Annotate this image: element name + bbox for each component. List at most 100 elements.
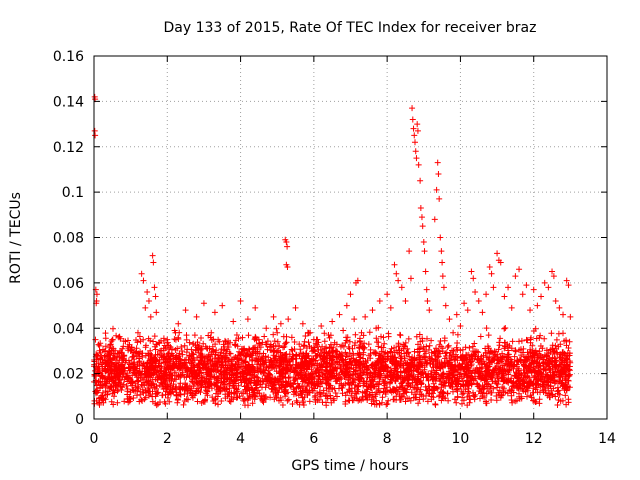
data-point (160, 357, 167, 364)
data-point (516, 266, 523, 273)
y-tick-label: 0.1 (62, 185, 84, 201)
data-point (263, 325, 270, 332)
data-point (450, 329, 457, 336)
data-point (497, 259, 504, 266)
data-point (94, 352, 101, 359)
y-tick-label: 0.02 (53, 367, 84, 383)
data-point (325, 332, 332, 339)
data-point (380, 334, 387, 341)
data-point (233, 332, 240, 339)
data-point (237, 298, 244, 305)
data-point (423, 286, 430, 293)
data-point (340, 327, 347, 334)
data-point (519, 291, 526, 298)
data-point (197, 357, 204, 364)
data-point (101, 347, 108, 354)
data-point (164, 336, 171, 343)
data-point (343, 302, 350, 309)
data-point (241, 345, 248, 352)
data-point (266, 343, 273, 350)
y-tick-label: 0.06 (53, 276, 84, 292)
data-point (200, 300, 207, 307)
data-point (299, 320, 306, 327)
axis-ticks (93, 55, 608, 420)
data-point (373, 325, 380, 332)
data-point (332, 347, 339, 354)
data-point (156, 347, 163, 354)
data-point (419, 223, 426, 230)
data-point (120, 343, 127, 350)
data-point (178, 347, 185, 354)
data-point (93, 298, 100, 305)
y-tick-label: 0.08 (53, 231, 84, 247)
data-point (336, 311, 343, 318)
data-point-cloud (91, 324, 574, 409)
data-point (446, 316, 453, 323)
x-tick-label: 14 (598, 431, 616, 447)
data-point (433, 186, 440, 193)
data-point (472, 288, 479, 295)
data-point (182, 307, 189, 314)
data-point (376, 298, 383, 305)
data-point (314, 352, 321, 359)
data-point (479, 309, 486, 316)
data-point (92, 336, 99, 343)
data-point (283, 239, 290, 246)
data-point (193, 313, 200, 320)
x-tick-label: 12 (525, 431, 543, 447)
data-point (171, 327, 178, 334)
data-point (145, 298, 152, 305)
data-point (438, 248, 445, 255)
data-point (409, 116, 416, 123)
data-point (468, 268, 475, 275)
data-point (134, 329, 141, 336)
data-point (144, 288, 151, 295)
data-point (138, 270, 145, 277)
data-point (230, 318, 237, 325)
data-point (453, 311, 460, 318)
data-point (410, 125, 417, 132)
x-tick-label: 6 (309, 431, 318, 447)
data-point (414, 127, 421, 134)
data-point (208, 329, 215, 336)
data-point (244, 316, 251, 323)
data-point (412, 148, 419, 155)
data-point (131, 359, 138, 366)
data-point (296, 341, 303, 348)
y-tick-label: 0.14 (53, 94, 84, 110)
data-point (490, 284, 497, 291)
data-point (437, 234, 444, 241)
data-point (413, 155, 420, 162)
data-point (252, 304, 259, 311)
data-point (303, 350, 310, 357)
data-point (369, 307, 376, 314)
data-point (422, 268, 429, 275)
data-point (189, 341, 196, 348)
data-point (226, 350, 233, 357)
data-point (414, 121, 421, 128)
x-tick-label: 4 (236, 431, 245, 447)
data-point (549, 268, 556, 275)
data-point (277, 320, 284, 327)
data-point (142, 304, 149, 311)
data-point (407, 275, 414, 282)
data-point (431, 216, 438, 223)
data-point (116, 354, 123, 361)
data-point (310, 336, 317, 343)
data-point (105, 366, 112, 373)
data-point (406, 248, 413, 255)
data-point (440, 284, 447, 291)
data-point (151, 284, 158, 291)
data-point (411, 139, 418, 146)
data-point (442, 302, 449, 309)
x-tick-label: 8 (383, 431, 392, 447)
data-point (501, 293, 508, 300)
data-point (530, 286, 537, 293)
data-point (215, 354, 222, 361)
axis-tick-labels: 0 2 4 6 8 10 12 14 0 0.02 0.04 0.06 0.08 0.1 0.12 0.14 0… (53, 49, 616, 447)
data-point (512, 273, 519, 280)
data-point (149, 252, 156, 259)
data-point (424, 298, 431, 305)
data-point (461, 300, 468, 307)
data-point (259, 357, 266, 364)
